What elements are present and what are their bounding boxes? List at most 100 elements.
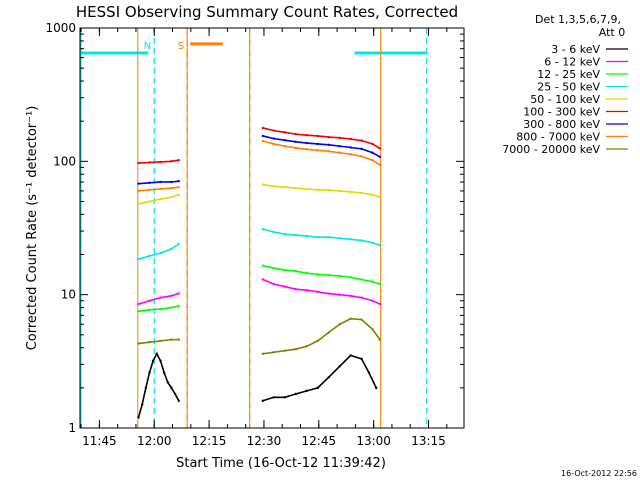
plot-timestamp: 16-Oct-2012 22:56 bbox=[561, 469, 637, 478]
axes: 1 10 100 1000 11:45 12:00 12:15 12:30 12:45 13:00… bbox=[45, 21, 465, 448]
data-point bbox=[272, 185, 276, 188]
data-point bbox=[360, 296, 363, 299]
data-point bbox=[338, 237, 341, 240]
data-point bbox=[137, 342, 140, 345]
data-point bbox=[148, 299, 151, 302]
series-line bbox=[262, 264, 381, 285]
data-point bbox=[261, 352, 265, 356]
data-point bbox=[378, 155, 382, 159]
data-point bbox=[378, 243, 382, 247]
data-point bbox=[349, 276, 352, 279]
series-line bbox=[138, 243, 180, 260]
data-point bbox=[177, 242, 180, 246]
data-point bbox=[294, 287, 297, 291]
data-point bbox=[272, 129, 276, 132]
x-tick-label: 12:45 bbox=[302, 434, 337, 448]
data-point bbox=[283, 349, 286, 352]
data-point bbox=[371, 193, 374, 197]
y-tick-label: 100 bbox=[53, 154, 76, 168]
data-point bbox=[349, 354, 352, 357]
data-point bbox=[327, 331, 330, 334]
night-flag-label: N bbox=[144, 41, 151, 52]
data-point bbox=[378, 195, 382, 199]
data-point bbox=[137, 202, 140, 206]
data-point bbox=[159, 197, 162, 201]
data-point bbox=[148, 188, 151, 192]
data-point bbox=[261, 399, 265, 402]
data-point bbox=[170, 180, 173, 184]
data-point bbox=[159, 160, 162, 164]
data-point bbox=[261, 278, 265, 281]
series-line bbox=[138, 159, 179, 164]
data-point bbox=[137, 310, 140, 313]
series-line bbox=[262, 140, 381, 166]
chart-title: HESSI Observing Summary Count Rates, Cor… bbox=[76, 3, 458, 21]
data-point bbox=[283, 185, 286, 189]
x-tick-label: 12:30 bbox=[247, 434, 282, 448]
data-point bbox=[349, 238, 352, 241]
data-point bbox=[349, 294, 352, 298]
data-point bbox=[148, 308, 151, 312]
data-point bbox=[137, 182, 140, 185]
data-point bbox=[360, 147, 363, 151]
data-point bbox=[316, 339, 319, 343]
legend-label: 25 - 50 keV bbox=[537, 81, 600, 94]
data-point bbox=[261, 139, 265, 143]
data-point bbox=[294, 392, 297, 396]
data-point bbox=[151, 359, 155, 362]
legend-label: 6 - 12 keV bbox=[544, 56, 600, 69]
series-line bbox=[138, 186, 179, 192]
data-point bbox=[261, 264, 265, 267]
data-point bbox=[166, 381, 169, 384]
data-point bbox=[327, 273, 330, 277]
data-point bbox=[294, 186, 297, 190]
data-point bbox=[159, 180, 162, 184]
x-tick-label: 12:00 bbox=[137, 434, 172, 448]
series-line bbox=[138, 194, 179, 205]
data-point bbox=[327, 188, 330, 192]
x-axis-label: Start Time (16-Oct-12 11:39:42) bbox=[176, 456, 386, 471]
x-tick-label: 13:00 bbox=[356, 434, 391, 448]
series-line bbox=[138, 338, 179, 345]
data-point bbox=[327, 143, 330, 147]
data-point bbox=[148, 341, 151, 344]
data-point bbox=[159, 307, 162, 311]
data-point bbox=[371, 299, 374, 302]
data-point bbox=[170, 195, 173, 199]
data-point bbox=[378, 302, 382, 306]
series-line bbox=[262, 127, 381, 150]
data-point bbox=[305, 134, 308, 137]
data-point bbox=[170, 160, 173, 163]
data-point bbox=[371, 280, 374, 283]
data-point bbox=[137, 416, 140, 419]
data-point bbox=[170, 306, 173, 309]
data-point bbox=[177, 193, 180, 197]
data-point bbox=[316, 290, 319, 294]
x-tick-label: 13:15 bbox=[411, 434, 446, 448]
legend-header-attenuator: Att 0 bbox=[599, 26, 625, 39]
data-point bbox=[316, 134, 319, 138]
data-point bbox=[305, 234, 308, 238]
data-point bbox=[371, 328, 374, 331]
legend-label: 800 - 7000 keV bbox=[516, 131, 600, 144]
data-point bbox=[316, 235, 319, 239]
legend-label: 300 - 800 keV bbox=[523, 118, 600, 131]
data-point bbox=[272, 230, 276, 234]
data-point bbox=[375, 386, 378, 390]
plot-frame bbox=[79, 27, 465, 429]
data-point bbox=[349, 190, 352, 194]
data-point bbox=[349, 317, 352, 320]
data-point bbox=[170, 294, 173, 298]
data-point bbox=[148, 200, 151, 203]
data-point bbox=[177, 338, 180, 341]
data-point bbox=[360, 139, 363, 142]
data-point bbox=[327, 292, 330, 295]
data-point bbox=[170, 386, 173, 390]
data-point bbox=[316, 142, 319, 146]
data-point bbox=[294, 269, 297, 273]
series-line bbox=[262, 278, 381, 305]
data-point bbox=[177, 158, 180, 162]
